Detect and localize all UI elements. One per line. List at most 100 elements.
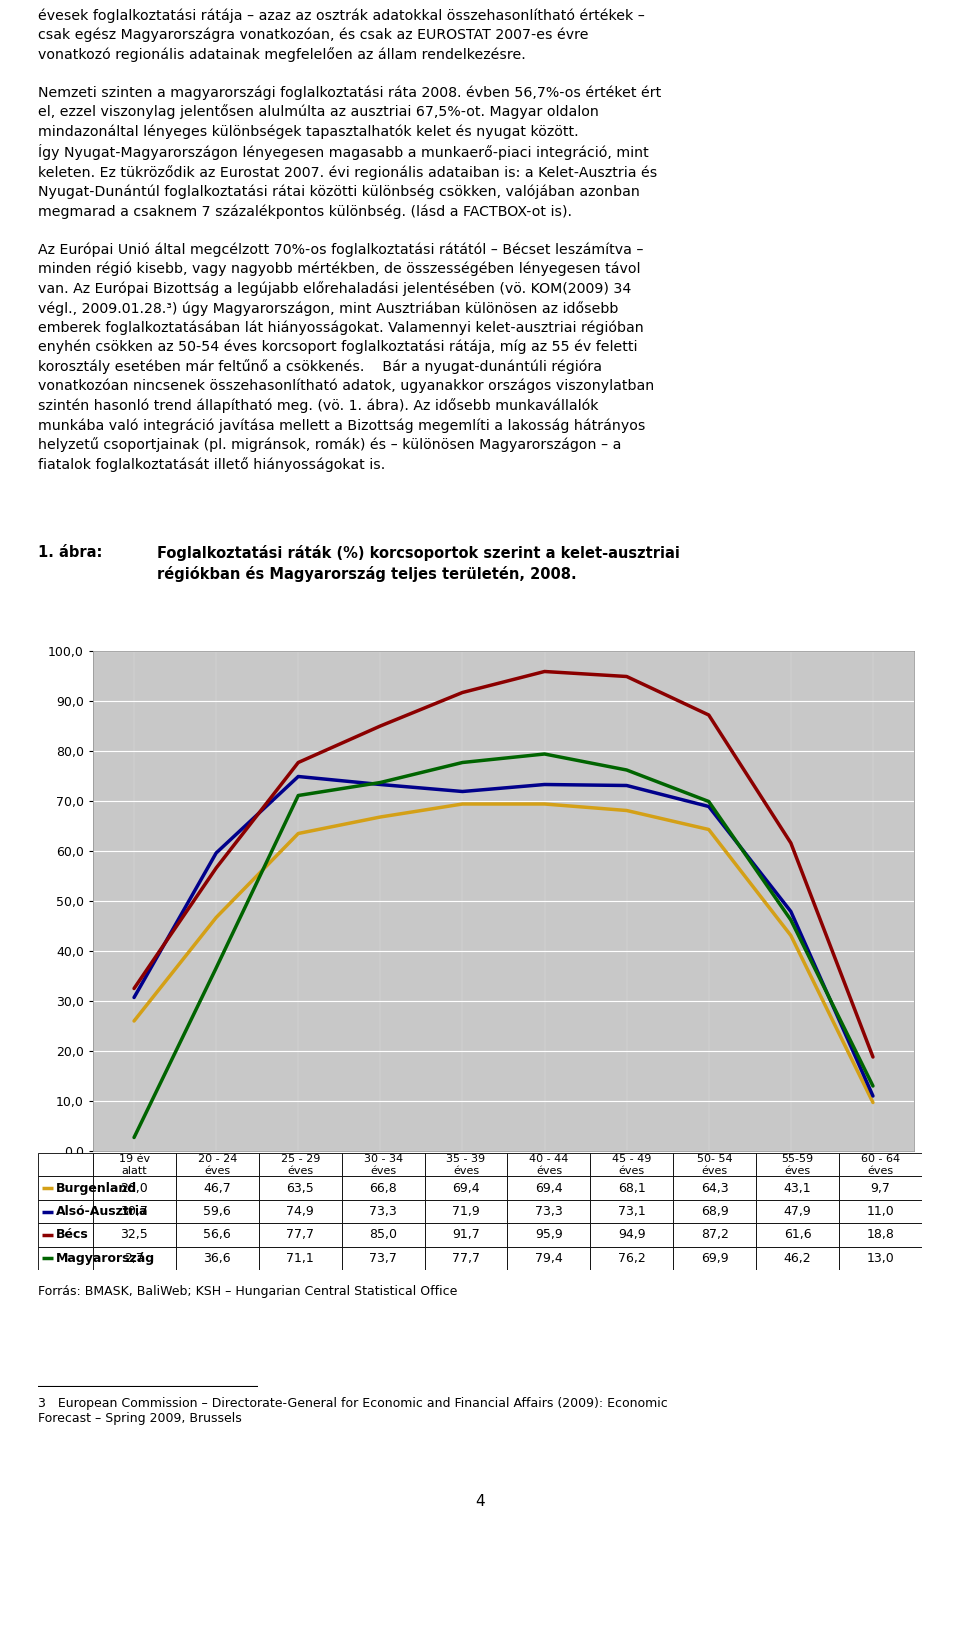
Bar [176, 1224, 259, 1247]
Bar [756, 1247, 839, 1270]
Bar [259, 1224, 342, 1247]
Bar [93, 1199, 176, 1224]
Text: Forrás: BMASK, BaliWeb; KSH – Hungarian Central Statistical Office: Forrás: BMASK, BaliWeb; KSH – Hungarian … [38, 1284, 457, 1297]
Text: 74,9: 74,9 [286, 1206, 314, 1217]
Text: 32,5: 32,5 [121, 1229, 149, 1242]
Bar [176, 1199, 259, 1224]
Bar [839, 1224, 922, 1247]
Text: 73,1: 73,1 [618, 1206, 646, 1217]
Text: 20 - 24
éves: 20 - 24 éves [198, 1153, 237, 1176]
Text: 77,7: 77,7 [286, 1229, 314, 1242]
Text: 13,0: 13,0 [867, 1252, 895, 1265]
Bar [424, 1224, 508, 1247]
Bar [590, 1224, 673, 1247]
Bar [342, 1176, 424, 1199]
Text: 66,8: 66,8 [370, 1181, 397, 1194]
Text: 79,4: 79,4 [535, 1252, 563, 1265]
Bar [38, 1153, 93, 1176]
Text: 95,9: 95,9 [535, 1229, 563, 1242]
Text: 40 - 44
éves: 40 - 44 éves [529, 1153, 568, 1176]
Bar [756, 1153, 839, 1176]
Text: 94,9: 94,9 [618, 1229, 646, 1242]
Text: 68,1: 68,1 [618, 1181, 646, 1194]
Text: 18,8: 18,8 [867, 1229, 895, 1242]
Bar [756, 1199, 839, 1224]
Bar [342, 1224, 424, 1247]
Text: 73,3: 73,3 [535, 1206, 563, 1217]
Text: 77,7: 77,7 [452, 1252, 480, 1265]
Text: 73,3: 73,3 [370, 1206, 397, 1217]
Bar [38, 1247, 93, 1270]
Text: Alsó-Ausztria: Alsó-Ausztria [56, 1206, 148, 1217]
Text: 4: 4 [475, 1495, 485, 1510]
Text: 56,6: 56,6 [204, 1229, 231, 1242]
Text: évesek foglalkoztatási rátája – azaz az osztrák adatokkal összehasonlítható érté: évesek foglalkoztatási rátája – azaz az … [38, 8, 661, 473]
Text: 50- 54
éves: 50- 54 éves [697, 1153, 732, 1176]
Bar [93, 1224, 176, 1247]
Bar [93, 1247, 176, 1270]
Text: 64,3: 64,3 [701, 1181, 729, 1194]
Text: 2,7: 2,7 [125, 1252, 144, 1265]
Bar [259, 1247, 342, 1270]
Text: 25 - 29
éves: 25 - 29 éves [280, 1153, 320, 1176]
Text: 69,9: 69,9 [701, 1252, 729, 1265]
Bar [259, 1199, 342, 1224]
Bar [673, 1224, 756, 1247]
Text: 11,0: 11,0 [867, 1206, 895, 1217]
Text: 68,9: 68,9 [701, 1206, 729, 1217]
Bar [508, 1176, 590, 1199]
Bar [839, 1199, 922, 1224]
Text: 26,0: 26,0 [121, 1181, 149, 1194]
Bar [38, 1176, 93, 1199]
Bar [424, 1199, 508, 1224]
Text: Bécs: Bécs [56, 1229, 88, 1242]
Text: 19 év
alatt: 19 év alatt [119, 1153, 150, 1176]
Text: 73,7: 73,7 [370, 1252, 397, 1265]
Bar [176, 1176, 259, 1199]
Text: 59,6: 59,6 [204, 1206, 231, 1217]
Bar [38, 1199, 93, 1224]
Text: 61,6: 61,6 [783, 1229, 811, 1242]
Text: 71,9: 71,9 [452, 1206, 480, 1217]
Text: Magyarország: Magyarország [56, 1252, 155, 1265]
Bar [508, 1199, 590, 1224]
Text: 35 - 39
éves: 35 - 39 éves [446, 1153, 486, 1176]
Text: 1. ábra:: 1. ábra: [38, 545, 103, 560]
Text: 36,6: 36,6 [204, 1252, 231, 1265]
Text: 9,7: 9,7 [871, 1181, 891, 1194]
Text: 69,4: 69,4 [535, 1181, 563, 1194]
Bar [259, 1176, 342, 1199]
Bar [424, 1247, 508, 1270]
Bar [673, 1199, 756, 1224]
Text: 30,7: 30,7 [121, 1206, 149, 1217]
Bar [508, 1224, 590, 1247]
Text: 63,5: 63,5 [286, 1181, 314, 1194]
Bar [590, 1176, 673, 1199]
Text: 46,7: 46,7 [204, 1181, 231, 1194]
Bar [424, 1176, 508, 1199]
Bar [673, 1176, 756, 1199]
Bar [590, 1153, 673, 1176]
Text: 43,1: 43,1 [783, 1181, 811, 1194]
Bar [590, 1199, 673, 1224]
Bar [342, 1247, 424, 1270]
Text: 55-59
éves: 55-59 éves [781, 1153, 814, 1176]
Text: 87,2: 87,2 [701, 1229, 729, 1242]
Bar [508, 1153, 590, 1176]
Bar [259, 1153, 342, 1176]
Text: 46,2: 46,2 [783, 1252, 811, 1265]
Bar [342, 1199, 424, 1224]
Text: Foglalkoztatási ráták (%) korcsoportok szerint a kelet-ausztriai
régiókban és Ma: Foglalkoztatási ráták (%) korcsoportok s… [157, 545, 681, 582]
Text: 45 - 49
éves: 45 - 49 éves [612, 1153, 652, 1176]
Text: 60 - 64
éves: 60 - 64 éves [861, 1153, 900, 1176]
Text: 85,0: 85,0 [370, 1229, 397, 1242]
Text: 69,4: 69,4 [452, 1181, 480, 1194]
Bar [590, 1247, 673, 1270]
Bar [673, 1247, 756, 1270]
Text: 47,9: 47,9 [783, 1206, 811, 1217]
Bar [839, 1247, 922, 1270]
Bar [342, 1153, 424, 1176]
Bar [176, 1247, 259, 1270]
Bar [176, 1153, 259, 1176]
Bar [508, 1247, 590, 1270]
